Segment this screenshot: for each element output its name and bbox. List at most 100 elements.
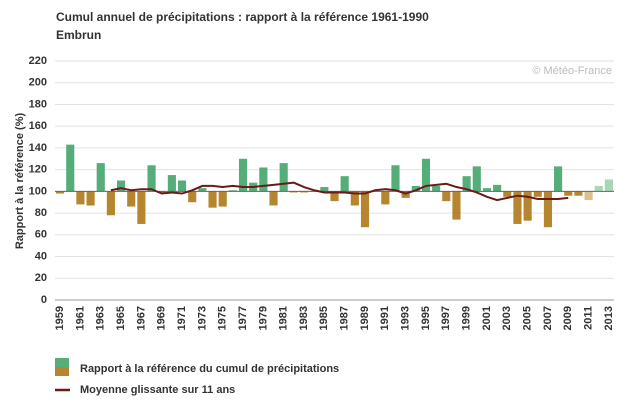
bar <box>66 144 75 192</box>
x-tick-label: 1981 <box>278 306 290 330</box>
x-tick-label: 1993 <box>400 306 412 330</box>
bar <box>543 191 553 228</box>
bar <box>279 163 288 192</box>
x-tick-label: 1963 <box>95 306 107 330</box>
y-tick-label: 20 <box>35 272 47 284</box>
bar <box>401 191 410 198</box>
bar <box>340 176 349 192</box>
bar <box>493 184 502 192</box>
y-tick-label: 200 <box>29 77 47 89</box>
x-tick-label: 1969 <box>156 306 168 330</box>
x-tick-label: 1985 <box>318 306 330 330</box>
bar <box>177 180 187 192</box>
legend-label: Rapport à la référence du cumul de préci… <box>80 363 339 375</box>
watermark: © Météo-France <box>532 65 612 77</box>
bar <box>259 167 268 192</box>
bar <box>320 187 329 192</box>
bar <box>503 191 512 197</box>
x-tick-label: 1961 <box>74 306 86 330</box>
x-tick-label: 2013 <box>603 306 615 330</box>
x-tick-label: 1983 <box>298 306 310 330</box>
bar <box>442 191 451 202</box>
bar <box>137 191 146 224</box>
bar <box>513 191 522 224</box>
x-tick-label: 1979 <box>257 306 269 330</box>
bar <box>564 191 573 196</box>
bar <box>350 191 359 206</box>
bar <box>472 166 481 192</box>
y-tick-label: 140 <box>29 142 47 154</box>
bar <box>584 191 593 201</box>
x-tick-label: 2011 <box>582 306 594 330</box>
bar <box>127 191 136 207</box>
x-tick-label: 1989 <box>359 306 371 330</box>
x-tick-label: 1991 <box>379 306 391 330</box>
x-tick-label: 1967 <box>135 306 147 330</box>
bar <box>147 165 156 192</box>
moving-average-line <box>110 181 569 202</box>
bar <box>381 191 390 205</box>
bar <box>289 191 298 193</box>
bar <box>76 191 85 205</box>
bar <box>411 185 420 192</box>
bar <box>482 188 492 192</box>
x-tick-label: 2007 <box>542 306 554 330</box>
y-tick-label: 120 <box>29 164 47 176</box>
bar <box>554 166 563 192</box>
x-tick-label: 1997 <box>440 306 452 330</box>
bar <box>188 191 197 203</box>
bar <box>421 158 431 192</box>
x-tick-label: 1965 <box>115 306 127 330</box>
bar <box>198 188 207 192</box>
y-tick-label: 0 <box>41 294 47 306</box>
bar <box>157 191 166 193</box>
bar <box>228 190 237 192</box>
bar <box>218 191 227 207</box>
bar <box>208 191 217 208</box>
bar <box>86 191 95 206</box>
x-tick-label: 1959 <box>54 306 66 330</box>
bar <box>167 175 176 192</box>
x-tick-label: 1975 <box>217 306 229 330</box>
y-tick-label: 80 <box>35 207 47 219</box>
x-tick-label: 1977 <box>237 306 249 330</box>
bar <box>330 191 339 202</box>
legend-swatch <box>55 367 69 376</box>
bar <box>238 158 248 192</box>
bar <box>96 163 105 192</box>
bar <box>452 191 461 220</box>
bar <box>360 191 370 228</box>
x-tick-label: 1999 <box>461 306 473 330</box>
x-tick-label: 2009 <box>562 306 574 330</box>
bar <box>594 185 603 192</box>
x-tick-label: 2005 <box>522 306 534 330</box>
x-tick-label: 1995 <box>420 306 432 330</box>
bar <box>56 191 65 194</box>
x-tick-label: 2003 <box>501 306 513 330</box>
y-tick-label: 40 <box>35 250 47 262</box>
bar <box>574 191 583 196</box>
y-tick-label: 160 <box>29 120 47 132</box>
chart-subtitle: Embrun <box>56 28 101 42</box>
bar <box>391 165 400 192</box>
x-tick-label: 2001 <box>481 306 493 330</box>
bar <box>533 191 542 197</box>
legend-label: Moyenne glissante sur 11 ans <box>80 384 235 396</box>
x-tick-label: 1971 <box>176 306 188 330</box>
y-axis-label: Rapport à la référence (%) <box>14 113 26 250</box>
legend-swatch <box>55 358 69 367</box>
bar <box>523 191 532 221</box>
bar <box>432 185 441 192</box>
y-tick-label: 60 <box>35 229 47 241</box>
chart-title: Cumul annuel de précipitations : rapport… <box>56 10 429 24</box>
y-tick-label: 220 <box>29 55 47 67</box>
x-tick-label: 1987 <box>339 306 351 330</box>
bar <box>116 180 126 192</box>
y-tick-label: 180 <box>29 98 47 110</box>
y-tick-label: 100 <box>29 185 47 197</box>
bar <box>462 176 471 192</box>
bar <box>299 191 309 193</box>
bar <box>604 179 613 192</box>
bar <box>269 191 278 206</box>
